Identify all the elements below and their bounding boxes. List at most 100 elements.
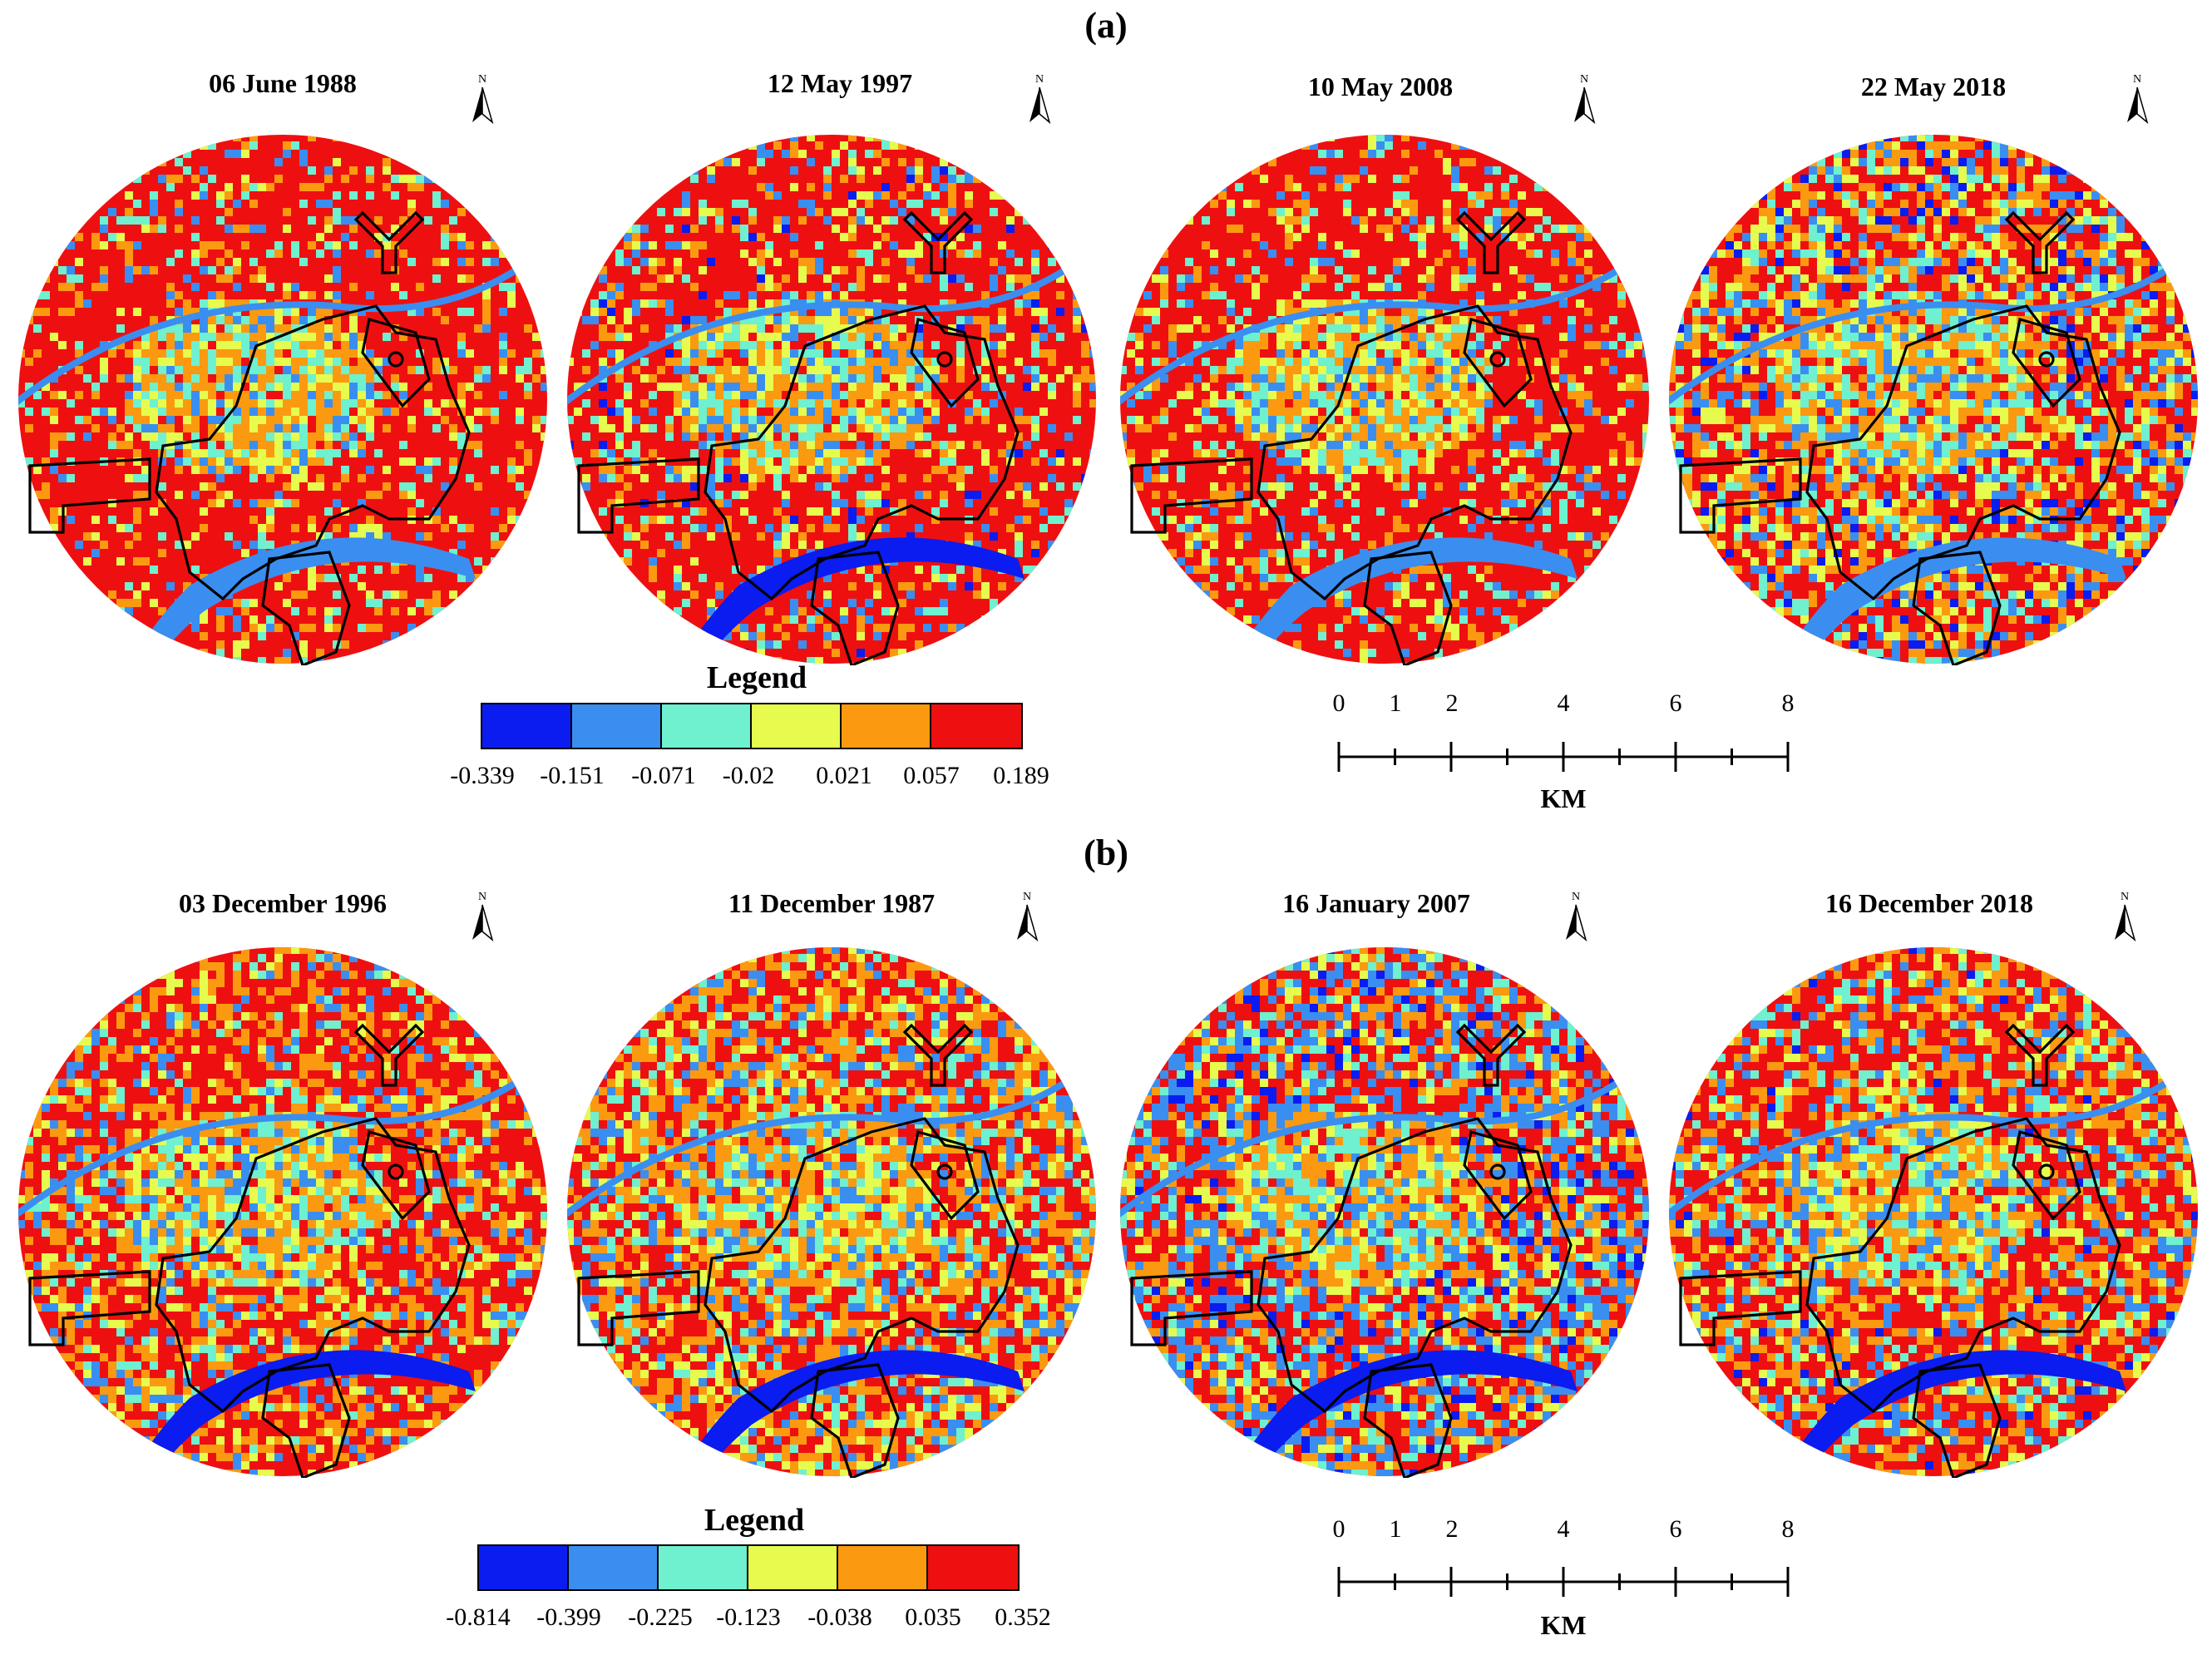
boundary-outline [388, 1163, 404, 1180]
scale-number: 4 [1557, 1515, 1570, 1543]
legend-value: 0.021 [816, 762, 872, 789]
river [80, 537, 476, 664]
north-arrow-icon: N [472, 73, 494, 125]
map-title-a2: 12 May 1997 [767, 68, 913, 98]
river [1731, 537, 2127, 664]
legend-value: 0.035 [905, 1603, 961, 1631]
scale-number: 2 [1445, 689, 1459, 717]
legend-value: 0.352 [995, 1603, 1051, 1631]
boundary-outline [902, 210, 974, 274]
boundary-outline [2012, 1129, 2081, 1221]
boundary-outline [704, 304, 1020, 601]
river-channel [1669, 1075, 2175, 1228]
boundary-outline [155, 1117, 471, 1414]
boundary-outline [1257, 1117, 1573, 1414]
boundary-outline [1912, 1363, 2002, 1478]
boundary-outline [936, 351, 953, 368]
map-raster [1120, 135, 1649, 664]
boundary-outline [1489, 1163, 1506, 1180]
map-raster [18, 135, 547, 664]
legend-value: 0.189 [993, 762, 1049, 789]
legend-value: -0.225 [628, 1603, 693, 1631]
boundary-outline [1912, 551, 2002, 665]
boundary-outline [361, 1129, 431, 1221]
boundary-outline [1679, 457, 1802, 534]
boundary-outline [155, 304, 471, 601]
legend-swatches-b [477, 1544, 1020, 1591]
scale-bar [1337, 1567, 1790, 1597]
scale-unit: KM [1540, 783, 1587, 813]
legend-swatch [748, 1546, 838, 1589]
svg-text:N: N [478, 891, 486, 903]
boundary-outline [1455, 210, 1527, 274]
boundary-outline [1463, 1129, 1533, 1221]
boundary-outline [704, 1117, 1020, 1414]
ndvi-map-a2 [567, 135, 1096, 665]
boundary-outline [577, 457, 700, 534]
boundary-outline [28, 1270, 151, 1346]
legend-swatch [659, 1546, 748, 1589]
map-raster [18, 947, 547, 1476]
river [1182, 537, 1578, 664]
map-raster [1120, 947, 1649, 1476]
map-title-b3: 16 January 2007 [1282, 888, 1470, 918]
scale-bar [1337, 742, 1790, 772]
legend-value: 0.057 [903, 762, 960, 789]
legend-swatch [662, 704, 752, 748]
river-channel [18, 263, 525, 416]
river-channel [567, 1075, 1074, 1228]
map-title-b2: 11 December 1987 [728, 888, 936, 918]
north-arrow-icon: N [1017, 891, 1039, 942]
river-channel [1120, 1075, 1627, 1228]
ndvi-map-b4 [1669, 947, 2198, 1478]
boundary-outline [1805, 1117, 2121, 1414]
boundary-outline [353, 210, 425, 274]
map-title-a4: 22 May 2018 [1860, 72, 2007, 101]
boundary-outline [910, 1129, 980, 1221]
ndvi-map-a3 [1120, 135, 1649, 665]
river [80, 1350, 476, 1476]
map-raster [567, 947, 1096, 1476]
legend-swatch [838, 1546, 928, 1589]
boundary-outline [388, 351, 404, 368]
boundary-outline [2038, 351, 2055, 368]
svg-text:N: N [2133, 73, 2141, 86]
panel-label-b: (b) [1084, 832, 1128, 873]
boundary-outline [2004, 210, 2076, 274]
north-arrow-icon: N [2127, 73, 2149, 125]
scale-number: 6 [1669, 689, 1682, 717]
legend-value: -0.123 [716, 1603, 781, 1631]
boundary-outline [261, 551, 351, 665]
boundary-outline [902, 1023, 974, 1087]
map-title-a1: 06 June 1988 [209, 68, 357, 98]
boundary-outline [361, 317, 431, 408]
boundary-outline [1130, 1270, 1253, 1346]
svg-text:N: N [2121, 891, 2129, 903]
legend-swatch [931, 704, 1021, 748]
boundary-outline [1489, 351, 1506, 368]
svg-text:N: N [1572, 891, 1580, 903]
north-arrow-icon: N [1029, 73, 1051, 125]
map-title-a3: 10 May 2008 [1307, 72, 1454, 101]
boundary-outline [28, 457, 151, 534]
boundary-outline [810, 551, 900, 665]
legend-swatch [752, 704, 842, 748]
svg-text:N: N [1580, 73, 1588, 86]
legend-swatch [572, 704, 662, 748]
svg-text:N: N [1023, 891, 1031, 903]
boundary-outline [353, 1023, 425, 1087]
boundary-outline [261, 1363, 351, 1478]
boundary-outline [910, 317, 980, 408]
legend-swatch [479, 1546, 569, 1589]
boundary-outline [1455, 1023, 1527, 1087]
map-title-b4: 16 December 2018 [1825, 888, 2033, 918]
river-channel [1120, 263, 1627, 416]
legend-value: -0.399 [536, 1603, 601, 1631]
legend-title-a: Legend [706, 660, 807, 695]
boundary-outline [2038, 1163, 2055, 1180]
north-arrow-icon: N [1574, 73, 1596, 125]
legend-value: -0.151 [540, 762, 605, 789]
legend-swatch [482, 704, 572, 748]
map-title-b1: 03 December 1996 [179, 888, 387, 918]
legend-swatch [842, 704, 931, 748]
